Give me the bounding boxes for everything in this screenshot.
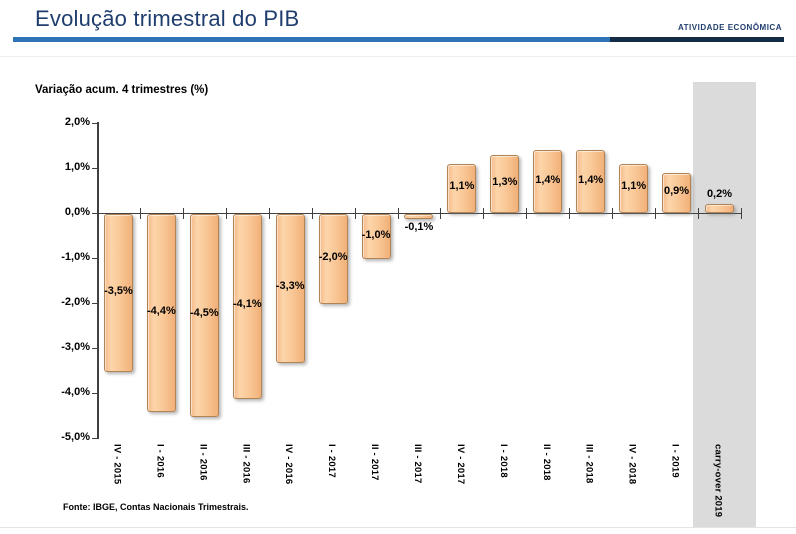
x-axis-tick bbox=[139, 208, 141, 219]
x-axis-label: IV - 2017 bbox=[454, 444, 466, 485]
source-note: Fonte: IBGE, Contas Nacionais Trimestrai… bbox=[63, 502, 249, 512]
x-axis-label: III - 2017 bbox=[411, 444, 423, 484]
bar bbox=[318, 214, 348, 304]
x-axis-label: I - 2016 bbox=[154, 444, 166, 478]
bar-value-label: 0,9% bbox=[664, 184, 690, 197]
x-axis-tick bbox=[225, 208, 227, 219]
bar bbox=[189, 214, 219, 417]
y-axis-label: -2,0% bbox=[61, 296, 90, 308]
x-axis-tick bbox=[440, 208, 442, 219]
header-rule-navy-segment bbox=[610, 37, 784, 42]
x-axis-label: II - 2017 bbox=[369, 444, 381, 481]
x-axis-label: III - 2018 bbox=[583, 444, 595, 484]
bar bbox=[490, 154, 520, 213]
bar-value-label: -4,4% bbox=[147, 305, 176, 317]
x-axis-tick bbox=[526, 208, 528, 219]
x-axis-tick bbox=[740, 208, 742, 219]
bar bbox=[576, 150, 606, 213]
y-axis-line bbox=[97, 122, 99, 439]
x-axis-label: I - 2019 bbox=[669, 444, 681, 478]
x-axis-baseline bbox=[97, 213, 742, 215]
x-axis-tick bbox=[612, 208, 614, 219]
section-label: ATIVIDADE ECONÔMICA bbox=[677, 23, 782, 32]
y-axis-tick bbox=[92, 123, 97, 124]
y-axis-label: 1,0% bbox=[64, 161, 90, 173]
x-axis-label: I - 2018 bbox=[497, 444, 509, 478]
bar bbox=[533, 150, 563, 213]
x-axis-tick bbox=[354, 208, 356, 219]
bar-value-label: 1,1% bbox=[449, 180, 475, 193]
bar-value-label: -3,3% bbox=[275, 280, 305, 293]
bar-value-label: -4,5% bbox=[189, 307, 219, 320]
bar-value-label: 1,3% bbox=[492, 175, 518, 188]
y-axis-label: 2,0% bbox=[64, 116, 90, 128]
chart-title: Variação acum. 4 trimestres (%) bbox=[35, 84, 209, 96]
header-rule-blue-segment bbox=[13, 37, 610, 42]
x-axis-tick bbox=[569, 208, 571, 219]
x-axis-label: IV - 2018 bbox=[626, 444, 638, 485]
y-axis-label: -1,0% bbox=[61, 251, 90, 263]
bar bbox=[447, 163, 477, 213]
y-axis-label: 0,0% bbox=[64, 206, 90, 218]
y-axis-label: -4,0% bbox=[61, 386, 90, 398]
x-axis-tick bbox=[655, 208, 657, 219]
bar bbox=[704, 204, 734, 213]
bar-value-label: 1,4% bbox=[578, 173, 604, 186]
content-top-divider bbox=[0, 56, 796, 57]
bar bbox=[662, 172, 692, 213]
bar bbox=[103, 214, 133, 372]
y-axis-tick bbox=[92, 393, 97, 394]
carryover-highlight-band bbox=[693, 82, 756, 527]
x-axis-label: IV - 2016 bbox=[283, 444, 295, 485]
y-axis-tick bbox=[92, 213, 97, 214]
page-title: Evolução trimestral do PIB bbox=[35, 6, 300, 31]
content-bottom-divider bbox=[0, 527, 796, 528]
bar bbox=[232, 214, 262, 399]
bar-value-label: -0,1% bbox=[404, 220, 434, 233]
bar-value-label: 1,4% bbox=[535, 173, 561, 186]
bar bbox=[619, 163, 649, 213]
bar-value-label: -2,0% bbox=[318, 251, 348, 263]
header-rule bbox=[13, 37, 784, 42]
y-axis-tick bbox=[92, 168, 97, 169]
bar bbox=[146, 214, 176, 412]
x-axis-label: II - 2016 bbox=[197, 444, 209, 481]
y-axis-label: -5,0% bbox=[61, 431, 90, 443]
y-axis-tick bbox=[92, 303, 97, 304]
x-axis-label: IV - 2015 bbox=[111, 444, 123, 485]
bar-value-label: -1,0% bbox=[361, 228, 391, 241]
y-axis-tick bbox=[92, 438, 97, 439]
y-axis-tick bbox=[92, 258, 97, 259]
x-axis-tick bbox=[483, 208, 485, 219]
bar-value-label: 1,1% bbox=[621, 180, 647, 193]
x-axis-tick bbox=[182, 208, 184, 219]
x-axis-label: I - 2017 bbox=[326, 444, 338, 478]
x-axis-label: carry-over 2019 bbox=[712, 444, 724, 518]
y-axis-label: -3,0% bbox=[61, 341, 90, 353]
x-axis-tick bbox=[311, 208, 313, 219]
bar bbox=[361, 214, 391, 259]
bar-value-label: -4,1% bbox=[232, 298, 262, 311]
x-axis-tick bbox=[698, 208, 700, 219]
bar bbox=[404, 214, 434, 219]
x-axis-tick bbox=[397, 208, 399, 219]
bar-value-label: -3,5% bbox=[104, 284, 133, 297]
y-axis-tick bbox=[92, 348, 97, 349]
bar-value-label: 0,2% bbox=[706, 188, 733, 200]
x-axis-label: III - 2016 bbox=[240, 444, 252, 484]
bar bbox=[275, 214, 305, 363]
x-axis-label: II - 2018 bbox=[540, 444, 552, 481]
x-axis-tick bbox=[268, 208, 270, 219]
